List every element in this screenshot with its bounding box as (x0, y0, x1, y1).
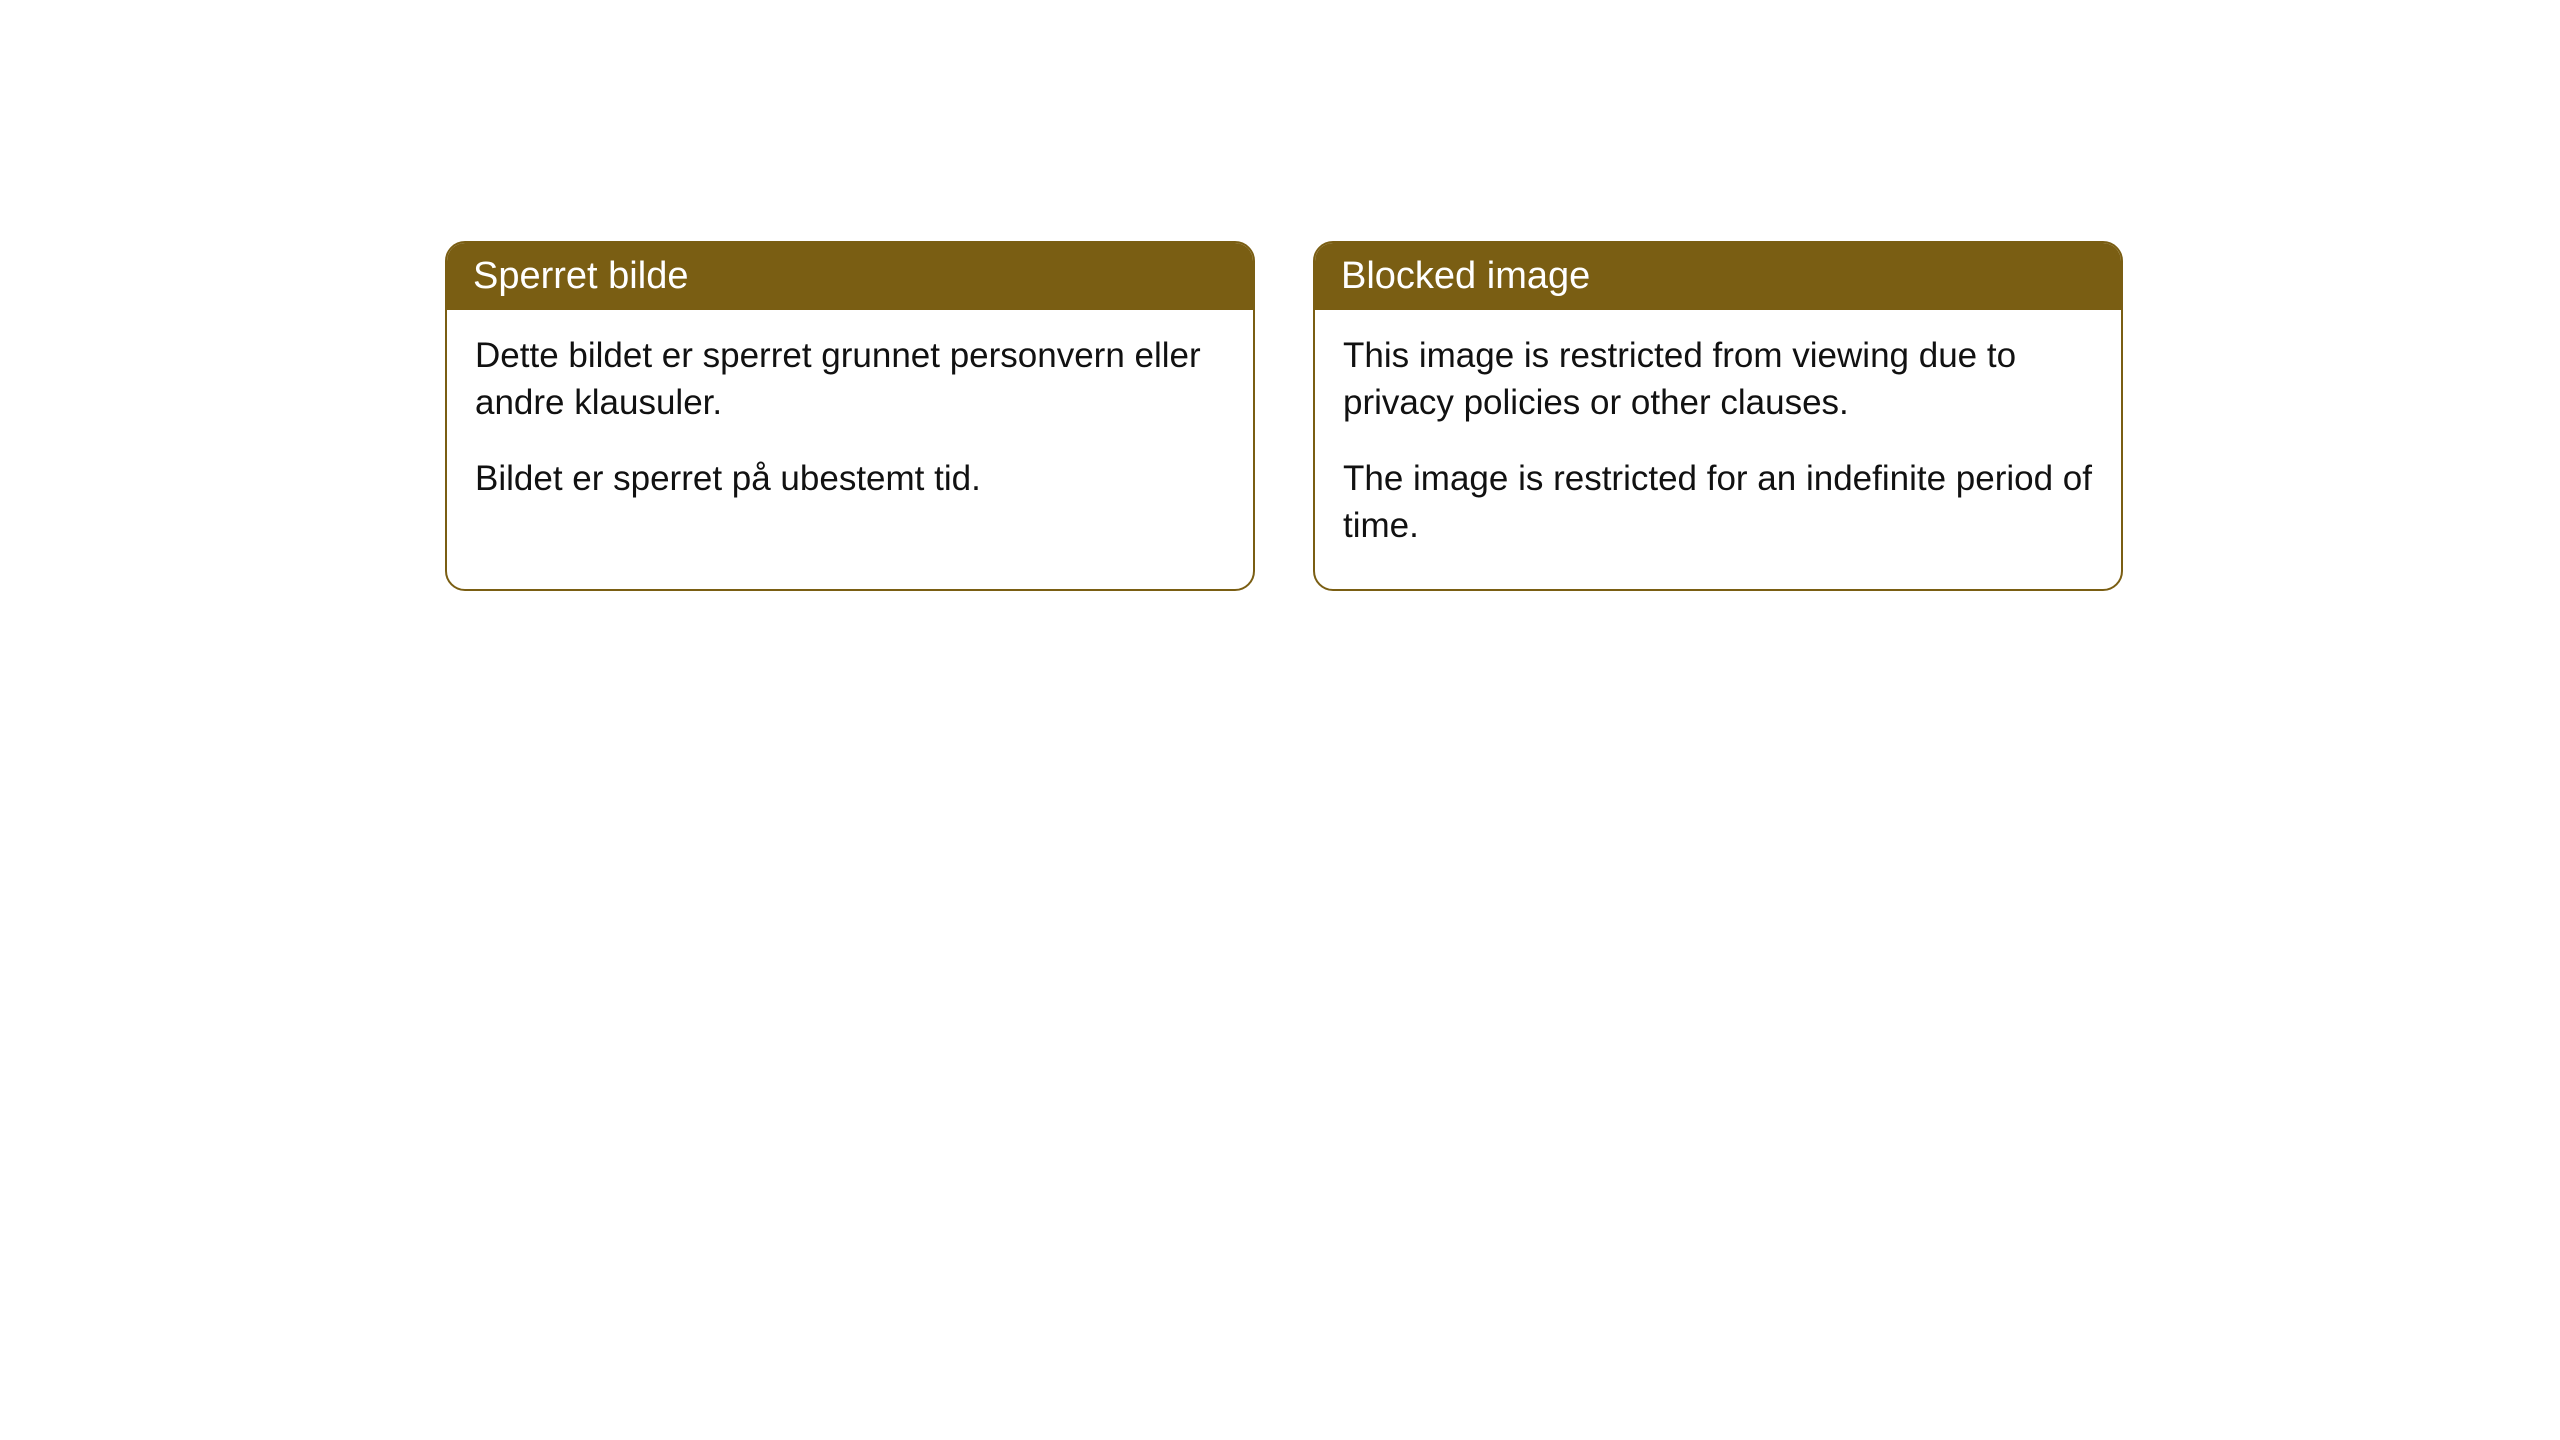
card-title: Blocked image (1341, 255, 1590, 297)
card-header: Sperret bilde (447, 243, 1253, 310)
card-norwegian: Sperret bilde Dette bildet er sperret gr… (445, 241, 1255, 591)
card-paragraph-2: Bildet er sperret på ubestemt tid. (475, 455, 1225, 502)
cards-container: Sperret bilde Dette bildet er sperret gr… (445, 241, 2123, 591)
card-paragraph-1: This image is restricted from viewing du… (1343, 332, 2093, 427)
card-english: Blocked image This image is restricted f… (1313, 241, 2123, 591)
card-body: This image is restricted from viewing du… (1315, 310, 2121, 589)
card-title: Sperret bilde (473, 255, 688, 297)
card-header: Blocked image (1315, 243, 2121, 310)
card-body: Dette bildet er sperret grunnet personve… (447, 310, 1253, 542)
card-paragraph-2: The image is restricted for an indefinit… (1343, 455, 2093, 550)
card-paragraph-1: Dette bildet er sperret grunnet personve… (475, 332, 1225, 427)
